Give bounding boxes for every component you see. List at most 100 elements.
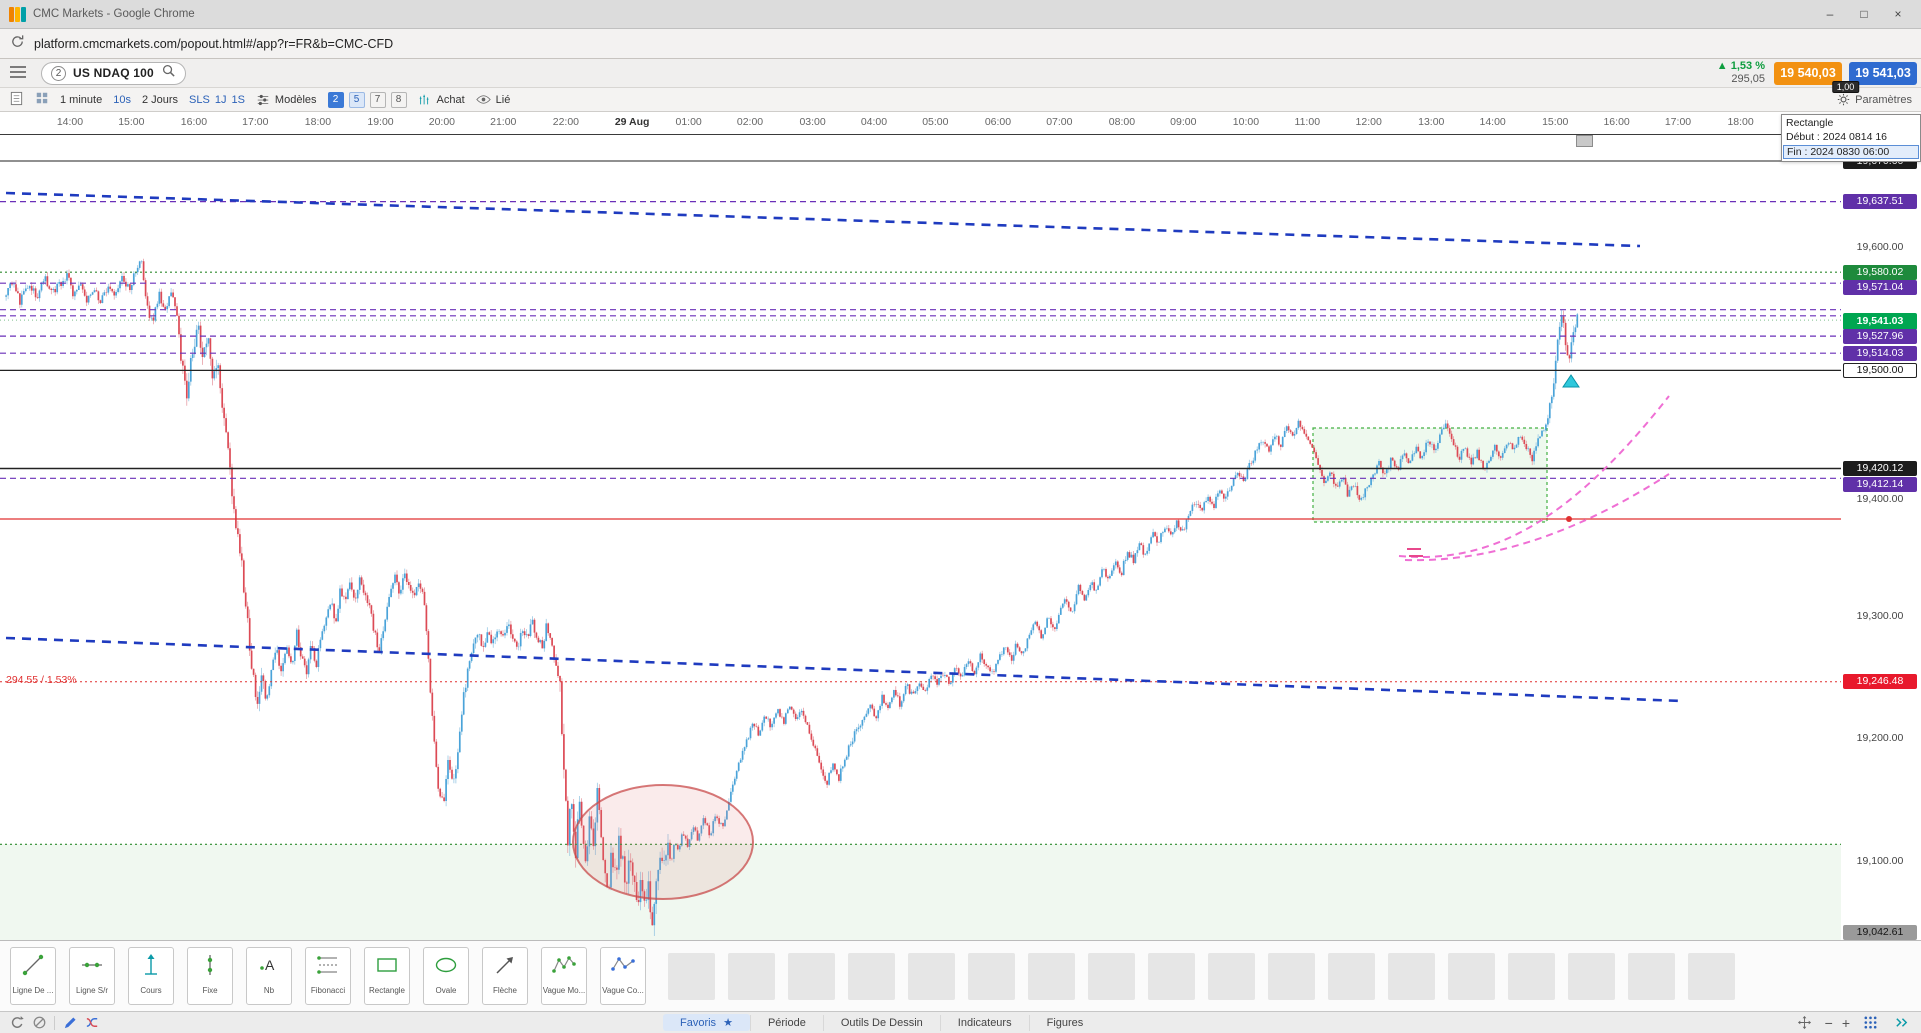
buy-price-button[interactable]: 19 541,03 (1849, 61, 1917, 85)
empty-tool-slot (1508, 952, 1555, 1000)
time-axis-label: 09:00 (1170, 116, 1197, 128)
trend-curve[interactable] (1398, 395, 1670, 558)
close-button[interactable]: × (1894, 7, 1902, 21)
tool-vertical-line[interactable]: Fixe (187, 947, 233, 1005)
range-option-1s[interactable]: 1S (231, 93, 245, 106)
time-axis-label: 07:00 (1046, 116, 1073, 128)
star-icon: ★ (723, 1017, 733, 1029)
snap-grid-icon[interactable] (1859, 1014, 1881, 1032)
tool-trend-line[interactable]: Ligne De ... (10, 947, 56, 1005)
current-price-label: 19,541.03 (1843, 312, 1917, 330)
bottom-bar: Favoris ★ Période Outils De Dessin Indicateu… (0, 1011, 1921, 1033)
range-option-sls[interactable]: SLS (189, 93, 210, 106)
tool-rectangle[interactable]: Rectangle (364, 947, 410, 1005)
text-note-icon: A (256, 952, 282, 983)
trend-curve[interactable] (1404, 473, 1670, 562)
candles-up (5, 261, 1579, 926)
ellipse-drawing[interactable] (572, 784, 754, 900)
time-axis-label: 29 Aug (614, 116, 650, 128)
tab-outils-de-dessin[interactable]: Outils De Dessin (822, 1014, 940, 1031)
empty-tool-slot (968, 952, 1015, 1000)
reload-icon[interactable] (10, 34, 25, 54)
price-axis-label: 19,420.12 (1843, 461, 1917, 476)
time-axis-label: 08:00 (1108, 116, 1136, 128)
menu-icon[interactable] (9, 65, 29, 81)
quick-timeframe-10s[interactable]: 10s (113, 93, 131, 106)
buy-mode-button[interactable]: Achat (418, 93, 465, 107)
maximize-button[interactable]: □ (1860, 7, 1868, 21)
empty-tool-slot (1088, 952, 1135, 1000)
browser-address-bar[interactable]: platform.cmcmarkets.com/popout.html#/app… (0, 29, 1921, 59)
tool-label: Cours (140, 986, 162, 995)
sell-price-button[interactable]: 19 540,03 (1774, 61, 1842, 85)
pan-icon[interactable] (1794, 1014, 1816, 1032)
templates-button[interactable]: Modèles (256, 93, 317, 107)
tool-price-label[interactable]: Cours (128, 947, 174, 1005)
time-axis-label: 01:00 (675, 116, 702, 128)
draw-pencil-icon[interactable] (59, 1014, 81, 1032)
empty-tool-slot (1268, 952, 1315, 1000)
minimize-button[interactable]: – (1826, 7, 1834, 21)
svg-text:A: A (265, 957, 275, 973)
time-axis-label: 16:00 (1603, 116, 1630, 128)
url-text[interactable]: platform.cmcmarkets.com/popout.html#/app… (34, 36, 394, 51)
tool-fibonacci[interactable]: Fibonacci (305, 947, 351, 1005)
layout-grid-icon[interactable] (35, 91, 49, 108)
zoom-out-button[interactable]: − (1824, 1014, 1833, 1031)
tool-horizontal-line[interactable]: Ligne S/r (69, 947, 115, 1005)
compare-icon[interactable] (81, 1014, 103, 1032)
empty-tool-slot (1148, 952, 1195, 1000)
range-select[interactable]: 2 Jours (141, 93, 179, 106)
tool-label: Ligne De ... (12, 986, 54, 995)
candlestick-chart (0, 160, 1841, 940)
time-axis-label: 18:00 (304, 116, 332, 128)
tool-wave-motive[interactable]: Vague Mo... (541, 947, 587, 1005)
support-zone[interactable] (0, 844, 1841, 940)
auto-shift-icon[interactable] (1890, 1014, 1912, 1032)
trendline[interactable] (5, 636, 1683, 703)
time-axis-label: 18:00 (1727, 116, 1754, 128)
search-icon[interactable] (161, 63, 176, 83)
chart-toolbar: 1 minute 10s 2 Jours SLS 1J 1S Modèles 2… (0, 88, 1921, 112)
linked-button[interactable]: Lié (475, 94, 510, 106)
arrow-icon (492, 952, 518, 983)
settings-label: Paramètres (1855, 93, 1912, 106)
tool-label: Vague Co... (602, 986, 644, 995)
timeframe-select[interactable]: 1 minute (60, 93, 103, 106)
template-slot-8[interactable]: 8 (390, 91, 407, 108)
undo-icon[interactable] (6, 1014, 28, 1032)
settings-button[interactable]: Paramètres (1837, 93, 1912, 106)
template-slot-5[interactable]: 5 (348, 91, 365, 108)
empty-tool-slot (1448, 952, 1495, 1000)
empty-tool-slot (848, 952, 895, 1000)
wave-corrective-icon (610, 952, 636, 983)
time-axis-label: 15:00 (118, 116, 145, 128)
chart-area: 14:00 15:00 16:00 17:00 18:00 19:00 20:00 21:00… (0, 112, 1921, 940)
empty-tool-slot (728, 952, 775, 1000)
order-panel-icon[interactable] (9, 91, 24, 109)
instrument-tab[interactable]: 2 US NDAQ 100 (41, 61, 186, 85)
trendline[interactable] (5, 191, 1641, 248)
tool-arrow[interactable]: Flèche (482, 947, 528, 1005)
tab-indicateurs[interactable]: Indicateurs (939, 1014, 1029, 1031)
tool-label: Fixe (202, 986, 218, 995)
tab-figures[interactable]: Figures (1028, 1014, 1101, 1031)
tool-ellipse[interactable]: Ovale (423, 947, 469, 1005)
rectangle-icon (374, 952, 400, 983)
tab-p-riode[interactable]: Période (749, 1014, 823, 1031)
chart-pane[interactable]: 19,670.6019,637.5119,600.0019,580.0219,5… (0, 134, 1921, 940)
time-axis-label: 12:00 (1355, 116, 1382, 128)
drag-handle[interactable] (1576, 135, 1593, 147)
time-axis-label: 03:00 (799, 116, 826, 128)
line-anchor-dot (1566, 516, 1572, 522)
tab-favoris[interactable]: Favoris ★ (663, 1014, 750, 1031)
tool-text-note[interactable]: A Nb (246, 947, 292, 1005)
range-option-1j[interactable]: 1J (214, 93, 227, 106)
time-axis-label: 06:00 (984, 116, 1012, 128)
price-axis-label: 19,100.00 (1856, 855, 1904, 867)
zoom-in-button[interactable]: + (1841, 1014, 1850, 1031)
template-slot-7[interactable]: 7 (369, 91, 386, 108)
clear-drawings-icon[interactable] (28, 1014, 50, 1032)
template-slot-2[interactable]: 2 (327, 91, 344, 108)
tool-wave-corrective[interactable]: Vague Co... (600, 947, 646, 1005)
